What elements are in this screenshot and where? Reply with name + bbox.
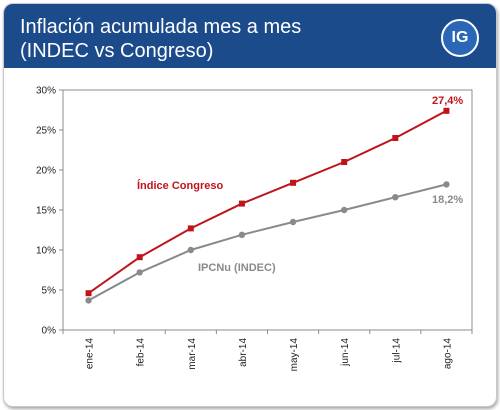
x-tick-label: ene-14 [85,338,96,370]
series-lines [85,107,450,304]
data-point-indec [443,181,450,188]
x-axis: ene-14 feb-14 mar-14 abr-14 may-14 jun-14 jul-… [62,330,473,372]
series-line-congreso [87,109,447,295]
data-point-indec [136,269,143,276]
data-point-congreso [187,225,194,232]
y-tick-label: 15% [36,206,56,217]
data-point-congreso [238,200,245,207]
data-point-indec [85,297,92,304]
y-tick-label: 5% [42,286,57,297]
y-tick-label: 30% [36,86,56,97]
ig-logo-badge: IG [441,19,479,57]
data-point-congreso [290,179,297,186]
data-label-congreso-last: 27,4% [432,95,463,107]
y-tick-label: 20% [36,166,56,177]
series-label-indec: IPCNu (INDEC) [198,262,276,274]
y-tick-label: 0% [42,326,57,337]
x-tick-label: jun-14 [340,338,351,367]
x-tick-label: ago-14 [442,338,453,370]
data-point-indec [392,194,399,201]
data-label-indec-last: 18,2% [432,194,463,206]
x-tick-label: may-14 [289,338,300,372]
series-line-indec [88,183,447,302]
data-point-congreso [392,135,399,141]
y-axis: 0% 5% 10% 15% 20% 25% 30% [36,86,63,337]
data-point-indec [238,231,246,238]
x-tick-label: jul-14 [391,338,402,364]
x-tick-label: abr-14 [238,338,249,367]
y-tick-label: 25% [36,126,56,137]
x-tick-label: feb-14 [136,338,147,367]
series-label-congreso: Índice Congreso [137,179,223,192]
data-point-indec [289,218,297,226]
data-point-indec [187,246,195,254]
data-point-congreso [136,254,143,261]
data-point-indec [340,206,348,214]
chart-title-line-1: Inflación acumulada mes a mes [20,16,302,38]
series-labels: Índice Congreso IPCNu (INDEC) 27,4% 18,2… [137,95,463,274]
chart-header: Inflación acumulada mes a mes (INDEC vs … [4,4,496,68]
data-point-congreso [341,159,348,165]
data-point-congreso [85,290,92,297]
x-tick-label: mar-14 [187,338,198,370]
y-tick-label: 10% [36,246,56,257]
data-point-congreso [443,107,450,114]
chart-title-line-2: (INDEC vs Congreso) [20,40,214,62]
plot-area [62,89,473,331]
